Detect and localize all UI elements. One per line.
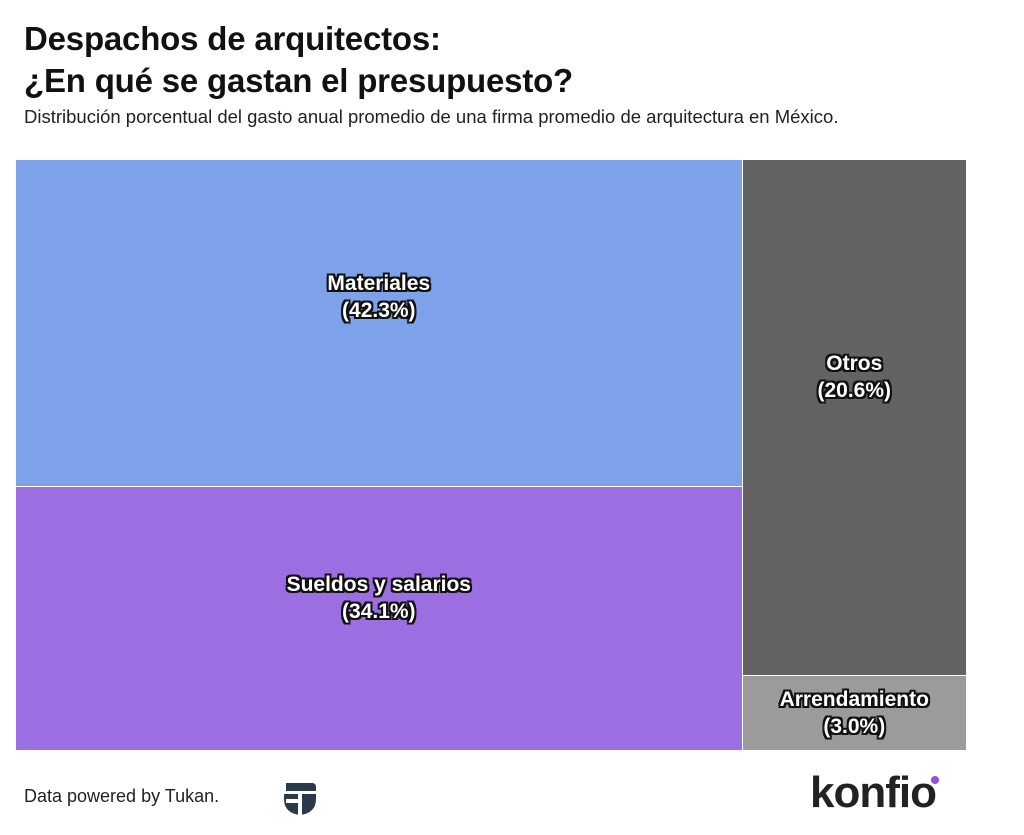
treemap-tile-otros: Otros (20.6%) [742,160,967,676]
treemap-tile-arrendamiento: Arrendamiento (3.0%) [742,675,967,751]
treemap-tile-materiales: Materiales (42.3%) [16,160,743,488]
konfio-logo-dot [931,776,939,784]
chart-subtitle: Distribución porcentual del gasto anual … [24,106,839,127]
source-note: Data powered by Tukan. [24,786,220,806]
treemap-tile-name: Sueldos y salarios [286,572,471,596]
konfio-logo: konfio [810,768,937,817]
treemap-tile-value: (34.1%) [342,599,416,623]
treemap-tile-label: Sueldos y salarios (34.1%) [16,571,742,625]
treemap-tile-value: (42.3%) [342,299,416,323]
treemap-tile-sueldos-y-salarios: Sueldos y salarios (34.1%) [16,487,743,751]
treemap-tile-name: Otros [826,351,883,375]
treemap-tile-value: (20.6%) [817,378,892,402]
treemap-tile-label: Materiales (42.3%) [16,270,742,324]
treemap-chart: Materiales (42.3%) Sueldos y salarios (34.1… [16,160,967,751]
title-line-1: Despachos de arquitectos: [24,20,441,57]
treemap-tile-label: Otros (20.6%) [743,350,966,404]
treemap-tile-value: (3.0%) [823,715,886,739]
chart-title: Despachos de arquitectos: ¿En qué se gas… [24,18,1004,102]
title-line-2: ¿En qué se gastan el presupuesto? [24,62,574,99]
treemap-tile-name: Arrendamiento [779,688,929,712]
chart-header: Despachos de arquitectos: ¿En qué se gas… [24,18,1004,130]
treemap-tile-name: Materiales [327,272,431,296]
treemap-tile-label: Arrendamiento (3.0%) [743,686,966,740]
tukan-logo-icon [284,783,316,815]
